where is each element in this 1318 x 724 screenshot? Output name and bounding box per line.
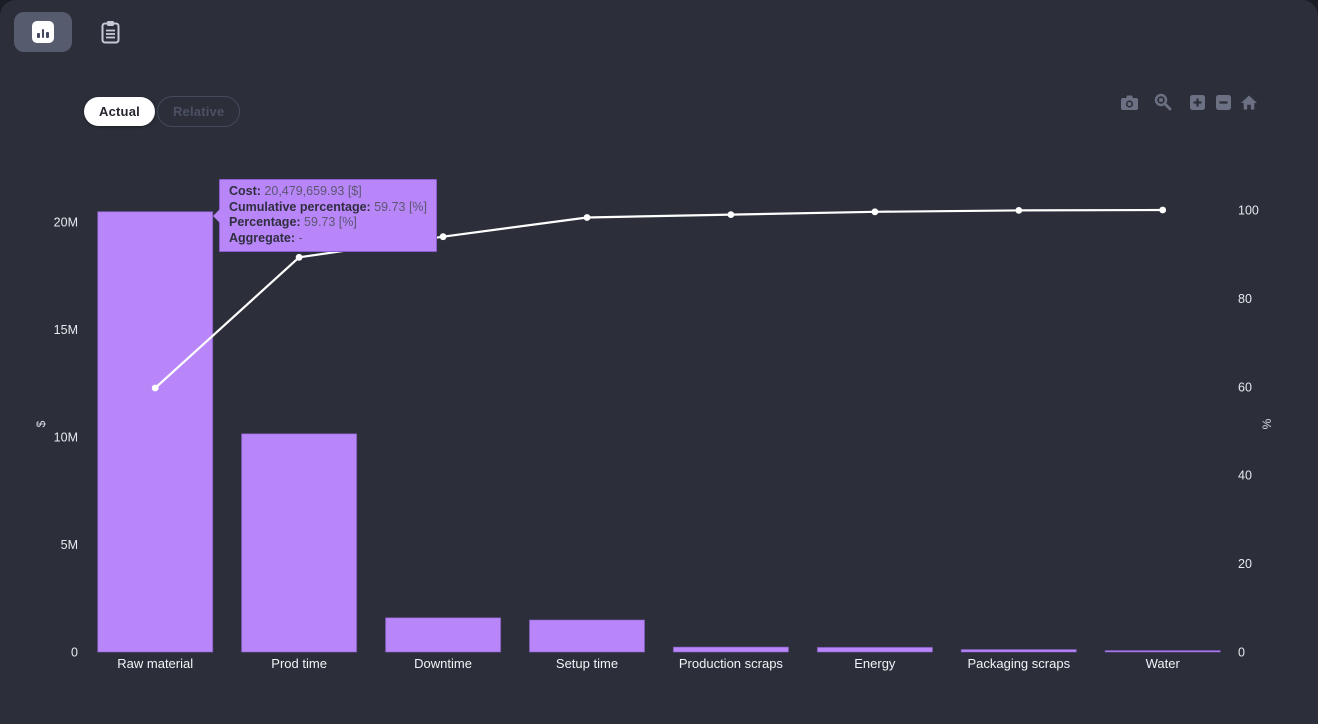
toggle-actual[interactable]: Actual bbox=[84, 97, 155, 126]
tooltip-caret bbox=[213, 208, 220, 223]
x-axis-label-packaging-scraps: Packaging scraps bbox=[967, 656, 1070, 671]
line-marker-water[interactable] bbox=[1159, 206, 1167, 214]
left-axis-tick: 0 bbox=[71, 646, 78, 660]
right-axis-title: % bbox=[1260, 418, 1274, 429]
zoom-magnifier-icon bbox=[1154, 93, 1172, 111]
bar-raw-material[interactable] bbox=[97, 211, 214, 653]
left-axis-tick: 5M bbox=[61, 538, 78, 552]
bar-energy[interactable] bbox=[816, 646, 933, 653]
left-axis-title: $ bbox=[34, 420, 48, 427]
tooltip-label: Aggregate bbox=[229, 231, 298, 245]
right-axis-tick: 40 bbox=[1238, 469, 1252, 483]
x-axis-label-downtime: Downtime bbox=[414, 656, 472, 671]
right-axis-tick: 0 bbox=[1238, 646, 1245, 660]
zoom-in-icon bbox=[1189, 94, 1205, 110]
chart-view-button[interactable] bbox=[14, 12, 72, 52]
line-marker-energy[interactable] bbox=[871, 208, 879, 216]
tooltip-label: Cumulative percentage bbox=[229, 200, 374, 214]
x-axis-label-energy: Energy bbox=[854, 656, 896, 671]
tooltip-row-aggregate: Aggregate- bbox=[229, 231, 427, 247]
right-axis-tick: 60 bbox=[1238, 380, 1252, 394]
zoom-out-icon bbox=[1215, 94, 1231, 110]
left-axis-tick: 15M bbox=[54, 323, 78, 337]
right-axis-tick: 100 bbox=[1238, 204, 1259, 218]
chart-modebar bbox=[1116, 92, 1262, 112]
download-png-button[interactable] bbox=[1116, 92, 1142, 112]
line-marker-packaging-scraps[interactable] bbox=[1015, 207, 1023, 214]
x-axis-label-setup-time: Setup time bbox=[556, 656, 618, 671]
line-marker-prod-time[interactable] bbox=[295, 253, 303, 261]
hover-tooltip: Cost20,479,659.93 [$] Cumulative percent… bbox=[213, 179, 438, 252]
tooltip-row-cost: Cost20,479,659.93 [$] bbox=[229, 184, 427, 200]
bar-downtime[interactable] bbox=[385, 617, 502, 653]
right-axis-tick: 80 bbox=[1238, 292, 1252, 306]
x-axis-label-production-scraps: Production scraps bbox=[679, 656, 784, 671]
reset-axes-button[interactable] bbox=[1236, 92, 1262, 112]
zoom-mode-button[interactable] bbox=[1150, 92, 1176, 112]
line-marker-production-scraps[interactable] bbox=[727, 211, 735, 219]
tooltip-value: 20,479,659.93 [$] bbox=[264, 184, 362, 198]
bar-production-scraps[interactable] bbox=[672, 646, 789, 653]
bar-water[interactable] bbox=[1104, 650, 1221, 653]
mode-toggle: Actual Relative bbox=[84, 96, 241, 127]
bar-setup-time[interactable] bbox=[529, 619, 645, 653]
view-switcher bbox=[14, 12, 122, 52]
tooltip-row-percentage: Percentage59.73 [%] bbox=[229, 215, 427, 231]
line-marker-setup-time[interactable] bbox=[583, 214, 591, 221]
bar-chart-icon bbox=[32, 21, 54, 43]
reset-home-icon bbox=[1241, 95, 1257, 109]
x-axis-label-prod-time: Prod time bbox=[271, 656, 327, 671]
line-marker-raw-material[interactable] bbox=[151, 384, 159, 392]
cumulative-line bbox=[154, 208, 1163, 389]
tooltip-row-cumulative: Cumulative percentage59.73 [%] bbox=[229, 200, 427, 216]
tooltip-value: - bbox=[298, 230, 303, 245]
zoom-out-button[interactable] bbox=[1210, 92, 1236, 112]
tooltip-label: Cost bbox=[229, 184, 264, 198]
tooltip-label: Percentage bbox=[229, 215, 304, 229]
tooltip-value: 59.73 [%] bbox=[304, 215, 357, 229]
zoom-in-button[interactable] bbox=[1184, 92, 1210, 112]
clipboard-icon bbox=[101, 21, 119, 44]
right-axis-tick: 20 bbox=[1238, 557, 1252, 571]
bar-packaging-scraps[interactable] bbox=[960, 649, 1077, 653]
report-button[interactable] bbox=[98, 19, 122, 45]
line-marker-downtime[interactable] bbox=[439, 233, 447, 241]
x-axis-label-raw-material: Raw material bbox=[117, 656, 193, 671]
camera-icon bbox=[1120, 95, 1138, 110]
toggle-relative[interactable]: Relative bbox=[156, 96, 241, 127]
tooltip-value: 59.73 [%] bbox=[374, 199, 428, 214]
left-axis-tick: 10M bbox=[54, 431, 78, 445]
left-axis-tick: 20M bbox=[54, 216, 78, 230]
bar-prod-time[interactable] bbox=[241, 433, 358, 653]
x-axis-label-water: Water bbox=[1146, 656, 1181, 671]
